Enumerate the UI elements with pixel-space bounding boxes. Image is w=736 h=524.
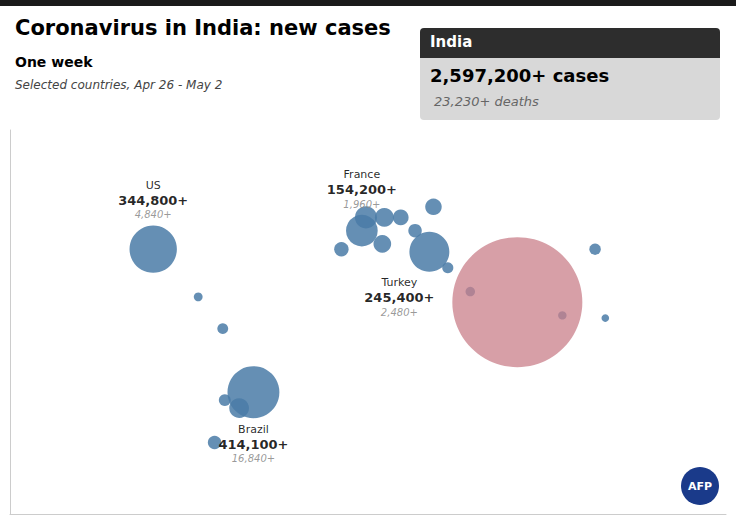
svg-text:US: US [146,179,161,192]
svg-text:Turkey: Turkey [380,276,417,289]
svg-text:245,400+: 245,400+ [364,290,434,305]
svg-text:344,800+: 344,800+ [118,193,188,208]
svg-text:2,597,200+ cases: 2,597,200+ cases [430,65,609,86]
svg-text:Brazil: Brazil [238,423,269,436]
svg-text:Selected countries, Apr 26 - M: Selected countries, Apr 26 - May 2 [15,78,222,92]
svg-text:23,230+ deaths: 23,230+ deaths [434,94,539,109]
svg-text:France: France [344,168,381,181]
svg-text:414,100+: 414,100+ [218,437,288,452]
svg-text:AFP: AFP [688,480,712,493]
svg-text:India: India [430,33,472,51]
svg-text:16,840+: 16,840+ [232,453,275,464]
svg-text:4,840+: 4,840+ [135,209,172,220]
svg-text:Coronavirus in India: new case: Coronavirus in India: new cases [15,16,391,40]
svg-text:154,200+: 154,200+ [327,182,397,197]
svg-text:1,960+: 1,960+ [343,199,380,210]
svg-text:One week: One week [15,54,93,70]
svg-text:2,480+: 2,480+ [381,307,418,318]
